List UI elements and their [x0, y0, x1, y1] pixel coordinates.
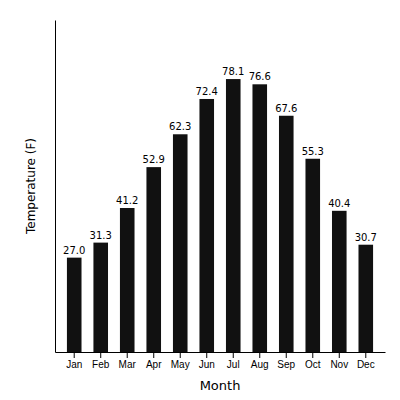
x-tick-label: Oct	[305, 359, 321, 370]
x-tick: Apr	[146, 352, 162, 370]
data-label: 76.6	[249, 71, 271, 82]
x-tick-mark	[286, 352, 287, 358]
x-tick-label: Mar	[119, 359, 137, 370]
y-axis-line	[55, 21, 56, 353]
x-tick-label: Nov	[330, 359, 348, 370]
x-tick-mark	[100, 352, 101, 358]
x-tick-label: Jul	[227, 359, 240, 370]
data-label: 52.9	[143, 154, 165, 165]
x-tick-label: May	[171, 359, 190, 370]
y-axis	[55, 21, 56, 353]
x-tick-mark	[206, 352, 207, 358]
data-labels: 27.0 31.3 41.2 52.9 62.3 72.4 78.1 76.6 67.6 55.3…	[63, 66, 377, 256]
x-tick: Jun	[199, 352, 215, 370]
data-label: 62.3	[169, 121, 191, 132]
bar	[279, 116, 294, 352]
x-tick-mark	[339, 352, 340, 358]
x-axis: Jan Feb Mar Apr May Jun Jul Aug Sep Oct Nov Dec	[56, 352, 386, 370]
x-tick: Aug	[251, 352, 269, 370]
data-label: 67.6	[275, 103, 297, 114]
bar	[67, 258, 82, 352]
data-label: 30.7	[355, 232, 377, 243]
data-label: 72.4	[196, 86, 218, 97]
x-tick-mark	[180, 352, 181, 358]
x-tick: Feb	[92, 352, 110, 370]
bar	[226, 79, 241, 352]
bar	[199, 99, 214, 352]
x-tick-label: Jun	[199, 359, 215, 370]
data-label: 27.0	[63, 245, 85, 256]
bar	[146, 167, 161, 352]
x-axis-line	[56, 352, 386, 353]
chart: Jan Feb Mar Apr May Jun Jul Aug Sep Oct Nov Dec 27.0…	[0, 0, 400, 400]
x-tick-label: Aug	[251, 359, 269, 370]
bar	[93, 243, 108, 352]
bar	[305, 159, 320, 352]
x-tick: Oct	[305, 352, 321, 370]
x-tick-mark	[312, 352, 313, 358]
x-axis-title: Month	[200, 378, 241, 393]
bar	[120, 208, 135, 352]
x-tick-mark	[127, 352, 128, 358]
bar	[358, 245, 373, 352]
x-tick-mark	[153, 352, 154, 358]
x-tick-label: Jan	[66, 359, 82, 370]
bar	[252, 84, 267, 352]
x-tick-mark	[259, 352, 260, 358]
plot: Jan Feb Mar Apr May Jun Jul Aug Sep Oct Nov Dec 27.0…	[56, 21, 386, 371]
x-tick-label: Apr	[146, 359, 162, 370]
x-tick: Nov	[330, 352, 348, 370]
x-tick: Dec	[357, 352, 375, 370]
data-label: 41.2	[116, 195, 138, 206]
x-tick-label: Feb	[92, 359, 110, 370]
x-tick-mark	[365, 352, 366, 358]
data-label: 31.3	[90, 230, 112, 241]
x-tick: Jan	[66, 352, 82, 370]
x-tick: May	[171, 352, 190, 370]
x-tick: Sep	[277, 352, 295, 370]
data-label: 55.3	[302, 146, 324, 157]
bar	[332, 211, 347, 352]
bar	[173, 134, 188, 352]
x-tick-label: Dec	[357, 359, 375, 370]
x-tick-label: Sep	[277, 359, 295, 370]
data-label: 40.4	[328, 198, 350, 209]
x-tick-mark	[233, 352, 234, 358]
x-tick-mark	[74, 352, 75, 358]
x-tick: Jul	[227, 352, 240, 370]
y-axis-title: Temperature (F)	[24, 138, 38, 235]
x-tick: Mar	[119, 352, 137, 370]
data-label: 78.1	[222, 66, 244, 77]
bars	[67, 79, 373, 352]
